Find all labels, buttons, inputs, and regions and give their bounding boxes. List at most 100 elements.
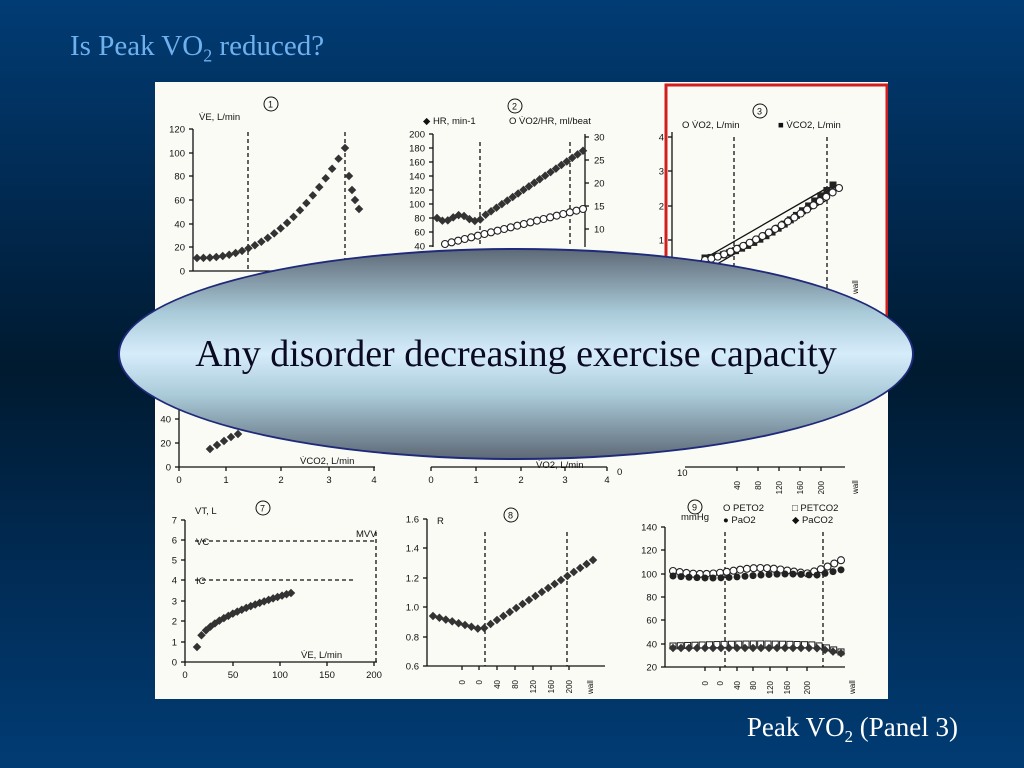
panel-4-y-tick-label: 40	[160, 415, 171, 426]
panel-9-pao2-point	[741, 572, 749, 580]
panel-5-x-tick-label: 2	[518, 475, 523, 486]
panel-9-x-tick-label: 160	[783, 680, 792, 694]
panel-3-vo2-point	[796, 209, 805, 218]
panel-8-point	[537, 587, 547, 597]
panel-2-o2pulse-point	[454, 236, 463, 245]
panel-2-number: 2	[512, 102, 517, 112]
panel-2-o2pulse-point	[480, 229, 489, 239]
panel-1-point	[205, 253, 215, 262]
panel-8-point	[518, 599, 527, 609]
panel-9-pao2-point	[701, 574, 709, 582]
panel-1-point	[302, 198, 311, 208]
panel-1-recovery-point	[354, 204, 364, 214]
panel-9-paco2-point	[804, 643, 814, 653]
panel-9-legend-peto2: O PETO2	[723, 503, 764, 514]
panel-2-hr-point	[497, 199, 507, 209]
panel-9-peto2-point	[823, 562, 832, 571]
panel-2-left-y-tick-label: 120	[409, 186, 425, 197]
panel-4-x-tick-label: 4	[371, 475, 376, 486]
panel-2-o2pulse-point	[546, 213, 555, 222]
panel-6-y-tick: 10	[677, 468, 688, 479]
panel-9-pao2-point	[757, 571, 765, 579]
panel-8-point	[588, 555, 598, 565]
panel-9-pao2-point	[773, 570, 781, 578]
panel-6-wall-label: wall	[851, 480, 860, 495]
panel-9-y-tick-label: 140	[641, 523, 657, 534]
panel-4-xlabel: V̇CO2, L/min	[300, 456, 354, 467]
panel-3-vo2-point	[809, 201, 818, 210]
panel-8-point	[524, 595, 534, 605]
panel-9-paco2-point	[764, 643, 774, 653]
panel-3-wall-label: wall	[851, 280, 860, 295]
panel-9-number-ring	[687, 499, 703, 515]
panel-7-x-tick-label: 0	[182, 670, 187, 681]
panel-9-y-tick-label: 100	[641, 570, 657, 581]
panel-3-vco2-point	[823, 186, 831, 194]
panel-9-peto2-point	[749, 564, 758, 573]
panel-8-y-tick-label: 1.4	[406, 544, 419, 555]
panel-4-point	[219, 436, 229, 446]
panel-2-left-y-tick-label: 100	[409, 200, 425, 211]
panel-7-number: 7	[260, 504, 265, 514]
panel-1-y-tick-label: 0	[180, 267, 185, 278]
panel-3-vo2-point	[790, 213, 799, 222]
panel-5-x-tick-label: 4	[604, 475, 609, 486]
panel-8-point	[428, 611, 438, 621]
panel-2-right-y-tick-label: 25	[594, 156, 605, 167]
panel-8-point	[454, 618, 463, 628]
panel-2-hr-point	[459, 211, 469, 221]
panel-9-y-tick-label: 40	[646, 640, 657, 651]
panel-5-x-tick-label: 1	[473, 475, 478, 486]
panel-2-hr-point	[486, 207, 496, 216]
panel-5-right-tick: 0	[617, 467, 622, 478]
panel-1-y-tick-label: 20	[174, 243, 185, 254]
panel-8-point	[447, 617, 457, 626]
panel-1-recovery-point	[347, 185, 357, 195]
panel-2-hr-point	[481, 210, 490, 220]
panel-9-peto2-point	[756, 563, 765, 573]
panel-9-pao2-point	[837, 566, 845, 574]
panel-3-reference-line-2	[694, 187, 828, 265]
panel-2-hr-point	[508, 192, 517, 202]
panel-2-o2pulse-point	[500, 224, 509, 234]
panel-9-paco2-point	[796, 643, 806, 653]
panel-1-y-tick-label: 80	[174, 172, 185, 183]
panel-7-y-tick-label: 1	[172, 638, 177, 649]
panel-2-left-y-tick-label: 180	[409, 144, 425, 155]
panel-8-ylabel: R	[437, 516, 444, 527]
panel-1-y-tick-label: 60	[174, 196, 185, 207]
panel-8-point	[556, 575, 566, 585]
panel-2-left-label: ◆ HR, min-1	[423, 116, 476, 127]
panel-2-hr-point	[492, 203, 501, 212]
panel-3-legend-vco2: ■ V̇CO2, L/min	[778, 120, 841, 131]
panel-2-o2pulse-point	[532, 216, 542, 225]
panel-1-number: 1	[268, 100, 273, 110]
panel-9-pao2-point	[749, 572, 757, 580]
panel-8-point	[505, 607, 515, 617]
panel-8-point	[550, 579, 559, 589]
panel-8-point	[543, 583, 553, 593]
panel-4-point	[226, 432, 236, 442]
panel-1-point	[224, 250, 234, 259]
panel-6-x-tick-label: 120	[775, 480, 784, 494]
panel-1-point	[269, 229, 279, 238]
panel-9-x-tick-label: 40	[733, 680, 742, 689]
panel-3-y-tick-label: 1	[659, 236, 664, 247]
panel-2-o2pulse-point	[513, 221, 522, 230]
panel-9-paco2-point	[740, 643, 750, 653]
panel-3-y-tick-label: 4	[659, 133, 664, 144]
panel-3-vo2-point	[828, 188, 837, 197]
panel-2-left-y-tick-label: 60	[414, 228, 425, 239]
panel-3-vo2-point	[751, 235, 761, 244]
panel-7-number-ring	[255, 500, 271, 516]
panel-4-x-tick-label: 3	[326, 475, 331, 486]
panel-9-pao2-point	[765, 570, 773, 578]
panel-7-point	[286, 588, 296, 598]
panel-7-y-tick-label: 0	[172, 658, 177, 669]
panel-1-y-tick-label: 100	[169, 149, 185, 160]
panel-9-x-tick-label: 80	[749, 680, 758, 689]
panel-9-legend-paco2: ◆ PaCO2	[792, 515, 833, 526]
panel-8-point	[473, 624, 483, 633]
panel-9-paco2-point	[692, 643, 702, 653]
panel-9-pao2-point	[813, 571, 821, 579]
